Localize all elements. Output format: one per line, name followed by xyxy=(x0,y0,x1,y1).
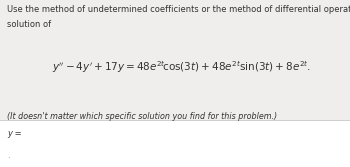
Text: (It doesn't matter which specific solution you find for this problem.): (It doesn't matter which specific soluti… xyxy=(7,112,277,121)
Text: Use the method of undetermined coefficients or the method of differential operat: Use the method of undetermined coefficie… xyxy=(7,5,350,14)
Text: $y'' - 4y' + 17y = 48e^{2t}\!\cos(3t) + 48e^{2t}\sin(3t) + 8e^{2t}.$: $y'' - 4y' + 17y = 48e^{2t}\!\cos(3t) + … xyxy=(52,59,312,75)
Bar xyxy=(0,0,350,120)
Bar xyxy=(0,120,350,167)
Text: solution of: solution of xyxy=(7,20,51,29)
Text: .: . xyxy=(7,151,10,160)
Text: y =: y = xyxy=(7,129,22,138)
